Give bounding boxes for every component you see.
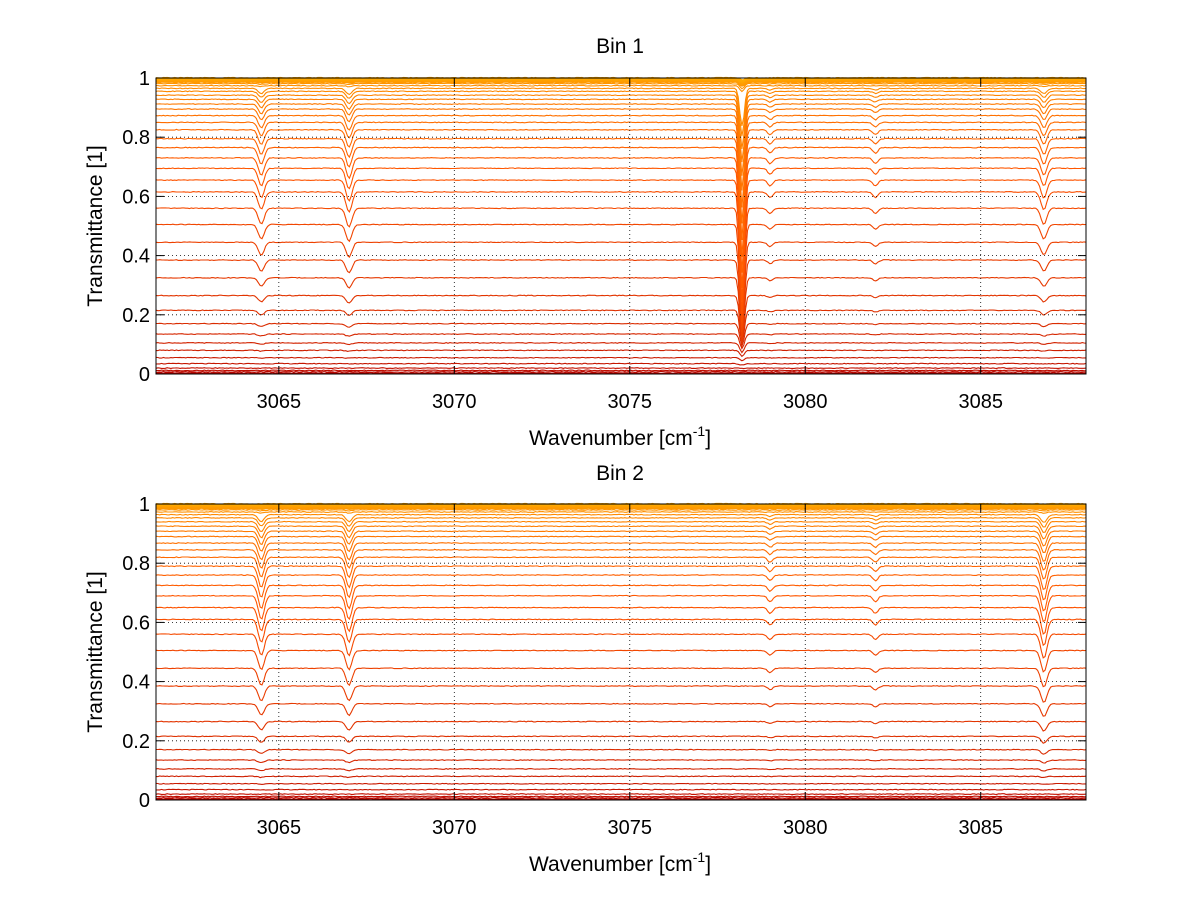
x-tick-label: 3065: [257, 817, 302, 839]
x-tick-label: 3070: [432, 817, 477, 839]
y-tick-label: 0: [139, 364, 150, 386]
series-line: [156, 373, 1086, 374]
x-tick-label: 3065: [257, 391, 302, 413]
series-line: [156, 796, 1086, 797]
chart-title: Bin 1: [596, 35, 644, 58]
x-tick-label: 3085: [958, 817, 1003, 839]
y-tick-label: 0.6: [122, 186, 150, 208]
chart-title: Bin 2: [596, 462, 644, 485]
x-tick-label: 3085: [958, 391, 1003, 413]
y-tick-label: 0.2: [122, 305, 150, 327]
x-axis-label: Wavenumber [cm-1]: [529, 849, 711, 876]
x-tick-label: 3075: [608, 817, 653, 839]
x-tick-label: 3070: [432, 391, 477, 413]
series-line: [156, 789, 1086, 790]
y-tick-label: 0.8: [122, 127, 150, 149]
y-tick-label: 0.4: [122, 672, 150, 694]
y-axis-label: Transmittance [1]: [84, 571, 107, 732]
y-tick-label: 0.4: [122, 246, 150, 268]
series-line: [156, 799, 1086, 800]
y-tick-label: 0.2: [122, 731, 150, 753]
y-tick-label: 1: [139, 494, 150, 516]
x-axis-label: Wavenumber [cm-1]: [529, 423, 711, 450]
y-tick-label: 0: [139, 790, 150, 812]
x-tick-label: 3080: [783, 391, 828, 413]
y-axis-label: Transmittance [1]: [84, 145, 107, 306]
y-tick-label: 0.8: [122, 553, 150, 575]
series-line: [156, 370, 1086, 371]
y-tick-label: 0.6: [122, 612, 150, 634]
y-tick-label: 1: [139, 68, 150, 90]
x-tick-label: 3075: [608, 391, 653, 413]
x-tick-label: 3080: [783, 817, 828, 839]
